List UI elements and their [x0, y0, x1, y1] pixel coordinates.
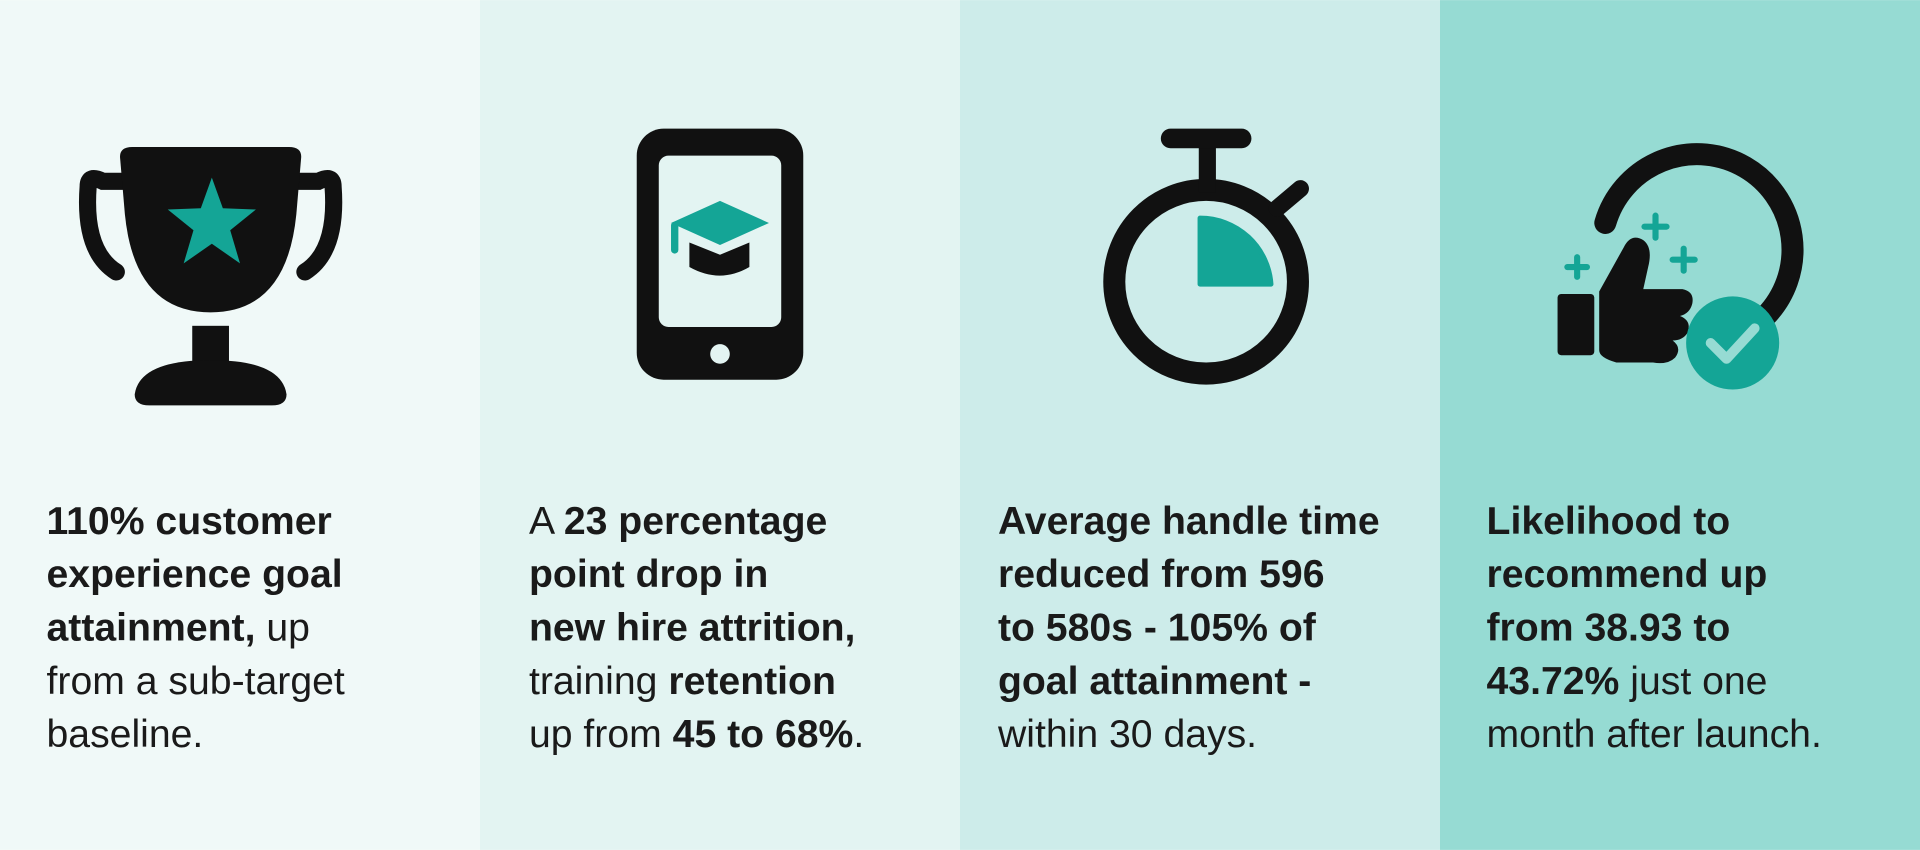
stat-text: point drop in	[529, 553, 768, 596]
stat-text: experience goal	[47, 553, 343, 596]
stat-line: reduced from 596	[998, 553, 1325, 596]
stat-line: training retention	[529, 660, 836, 703]
stat-text: 45 to 68%	[673, 713, 854, 756]
stat-text: goal attainment -	[998, 660, 1311, 703]
stat-text: new hire attrition,	[529, 607, 855, 650]
stat-line: new hire attrition,	[529, 607, 855, 650]
stat-text: training	[529, 660, 668, 703]
trophy-icon	[78, 147, 343, 406]
stat-line: point drop in	[529, 553, 768, 596]
stat-line: Likelihood to	[1487, 500, 1731, 543]
stat-text: A	[529, 500, 564, 543]
stat-text: recommend up	[1487, 553, 1768, 596]
stat-text: month after launch.	[1487, 713, 1822, 756]
stat-text: just one	[1619, 660, 1767, 703]
stat-text: 110% customer	[47, 500, 332, 543]
panel-bg	[1440, 0, 1920, 850]
phone-icon	[636, 128, 804, 380]
stat-line: 110% customer	[47, 500, 332, 543]
stat-line: within 30 days.	[997, 713, 1257, 756]
stat-line: 43.72% just one	[1487, 660, 1768, 703]
stat-text: .	[853, 713, 864, 756]
stat-line: month after launch.	[1487, 713, 1822, 756]
stat-text: attainment,	[47, 607, 256, 650]
stopwatch-icon	[1103, 128, 1309, 385]
stat-text: baseline.	[47, 713, 204, 756]
stat-text: Average handle time	[998, 500, 1380, 543]
stat-text: up	[255, 607, 309, 650]
stat-text: within 30 days.	[997, 713, 1257, 756]
stat-text: 23 percentage	[564, 500, 827, 543]
panel-bg	[0, 0, 480, 850]
stat-line: Average handle time	[998, 500, 1380, 543]
stat-line: experience goal	[47, 553, 343, 596]
stat-line: baseline.	[47, 713, 204, 756]
stat-text: to 580s - 105% of	[998, 607, 1317, 650]
stat-line: goal attainment -	[998, 660, 1311, 703]
stat-text: from 38.93 to	[1487, 607, 1731, 650]
stat-line: A 23 percentage	[529, 500, 827, 543]
stat-text: reduced from 596	[998, 553, 1325, 596]
thumbs-up-icon	[1557, 143, 1804, 390]
stat-text: 43.72%	[1487, 660, 1620, 703]
stat-text: retention	[668, 660, 836, 703]
stat-text: from a sub-target	[47, 660, 345, 703]
stat-line: from a sub-target	[47, 660, 345, 703]
stat-line: to 580s - 105% of	[998, 607, 1317, 650]
stat-line: recommend up	[1487, 553, 1768, 596]
stat-text: Likelihood to	[1487, 500, 1731, 543]
stat-line: from 38.93 to	[1487, 607, 1731, 650]
stat-line: up from 45 to 68%.	[529, 713, 864, 756]
stat-text: up from	[529, 713, 673, 756]
stat-line: attainment, up	[47, 607, 310, 650]
